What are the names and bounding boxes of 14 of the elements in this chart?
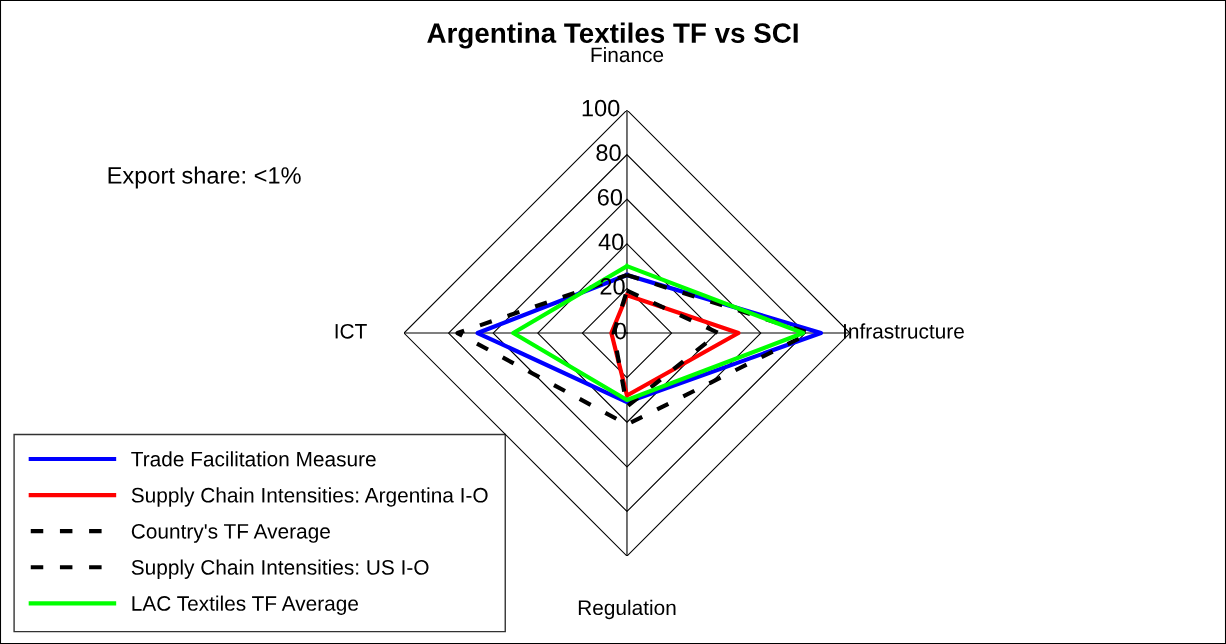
spoke-label: ICT — [335, 323, 367, 339]
legend-label: Supply Chain Intensities: Argentina I-O — [131, 487, 488, 507]
y-tick-label: 60 — [597, 188, 623, 206]
y-tick-label: 100 — [582, 99, 620, 117]
legend-label: Trade Facilitation Measure — [131, 451, 376, 467]
spoke-label: Regulation — [578, 599, 676, 620]
y-tick-label: 40 — [598, 233, 624, 251]
text: Export share: <1% — [108, 166, 301, 189]
legend-label: Country's TF Average — [131, 523, 330, 543]
legend-label: LAC Textiles TF Average — [132, 595, 358, 615]
spoke-label: Finance — [591, 46, 664, 63]
y-tick-label: 20 — [600, 278, 625, 295]
legend-label: Supply Chain Intensities: US I-O — [131, 559, 429, 579]
y-tick-label: 80 — [596, 144, 621, 162]
